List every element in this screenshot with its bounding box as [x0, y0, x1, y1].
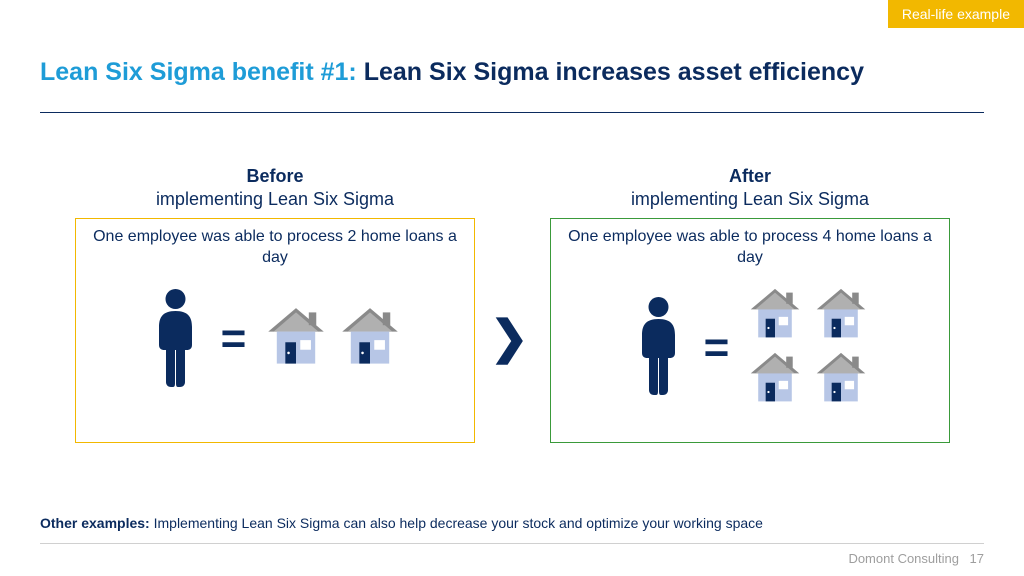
house-icon — [747, 351, 803, 409]
before-header-rest: implementing Lean Six Sigma — [156, 189, 394, 209]
footnote-bold: Other examples: — [40, 515, 154, 531]
after-caption: One employee was able to process 4 home … — [551, 219, 949, 269]
house-icon — [747, 287, 803, 345]
person-icon — [631, 295, 686, 400]
arrow-icon: ❯ — [490, 310, 529, 364]
after-panel: One employee was able to process 4 home … — [550, 218, 950, 443]
slide-title: Lean Six Sigma benefit #1: Lean Six Sigm… — [40, 58, 984, 87]
after-header: After implementing Lean Six Sigma — [550, 165, 950, 210]
footer-page-number: 17 — [970, 551, 984, 566]
title-main: Lean Six Sigma increases asset efficienc… — [364, 58, 864, 86]
equals-sign: = — [704, 323, 730, 373]
after-houses — [747, 287, 869, 409]
equals-sign: = — [221, 314, 247, 364]
house-icon — [813, 351, 869, 409]
after-header-bold: After — [729, 166, 771, 186]
house-icon — [338, 306, 402, 372]
after-graphic: = — [551, 287, 949, 409]
person-icon — [148, 287, 203, 392]
title-divider — [40, 112, 984, 113]
before-caption: One employee was able to process 2 home … — [76, 219, 474, 269]
after-header-rest: implementing Lean Six Sigma — [631, 189, 869, 209]
before-panel: One employee was able to process 2 home … — [75, 218, 475, 443]
footer-divider — [40, 543, 984, 544]
footnote: Other examples: Implementing Lean Six Si… — [40, 515, 763, 531]
house-icon — [813, 287, 869, 345]
footer-brand: Domont Consulting — [848, 551, 959, 566]
real-life-example-badge: Real-life example — [888, 0, 1024, 28]
house-icon — [264, 306, 328, 372]
before-graphic: = — [76, 287, 474, 392]
before-houses — [264, 306, 402, 372]
before-header: Before implementing Lean Six Sigma — [75, 165, 475, 210]
title-accent: Lean Six Sigma benefit #1: — [40, 58, 364, 86]
before-header-bold: Before — [246, 166, 303, 186]
footnote-text: Implementing Lean Six Sigma can also hel… — [154, 515, 763, 531]
